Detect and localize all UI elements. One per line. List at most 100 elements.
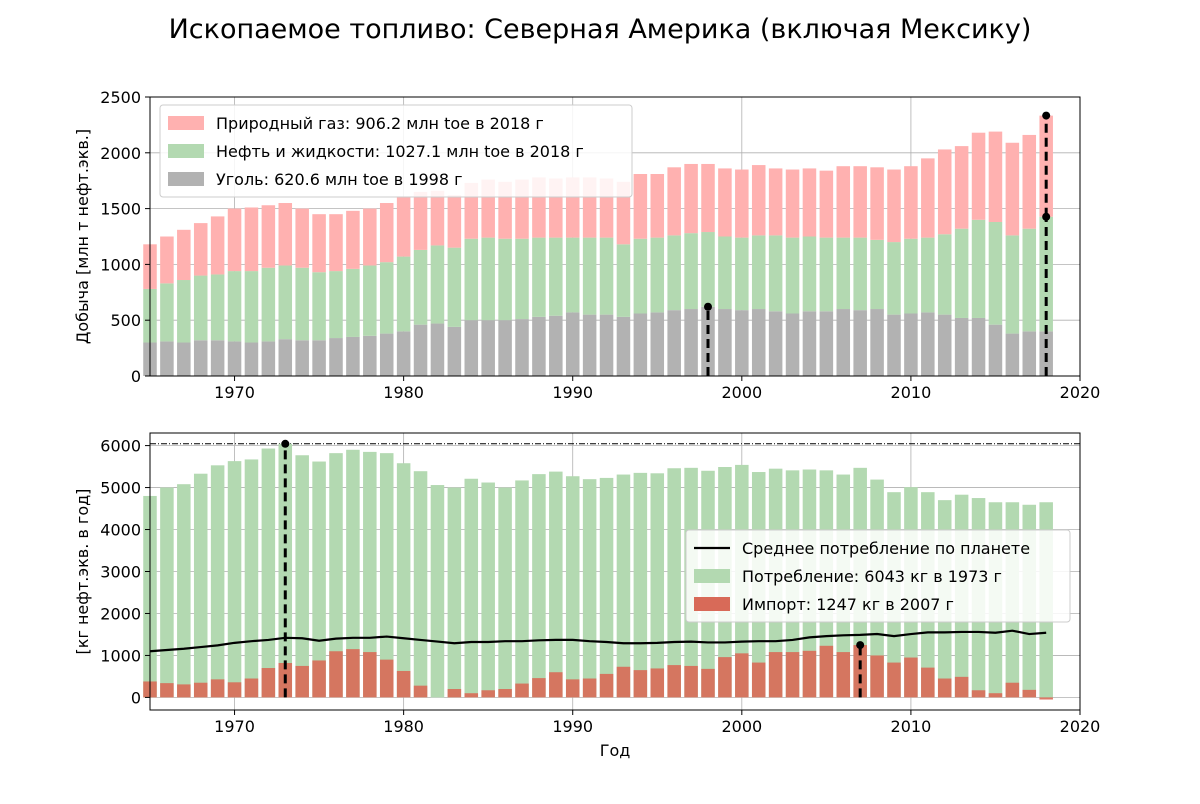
bar-2 xyxy=(887,662,901,698)
legend-label: Импорт: 1247 кг в 2007 г xyxy=(742,595,954,614)
bar-3 xyxy=(988,131,1003,222)
bar-1 xyxy=(751,309,766,376)
legend-label: Потребление: 6043 кг в 1973 г xyxy=(742,567,1002,586)
bar-2 xyxy=(396,256,411,332)
bar-2 xyxy=(481,690,495,698)
bar-1 xyxy=(532,474,546,698)
bar-2 xyxy=(836,652,851,698)
bar-2 xyxy=(751,235,766,310)
bar-1 xyxy=(278,339,293,376)
bar-3 xyxy=(853,166,867,238)
bar-3 xyxy=(684,163,698,234)
x-tick-label: 1990 xyxy=(552,717,593,736)
bar-2 xyxy=(244,271,259,343)
bar-1 xyxy=(177,484,191,698)
bar-2 xyxy=(177,684,191,698)
bar-2 xyxy=(481,237,495,321)
x-tick-label: 1990 xyxy=(552,383,593,402)
legend: Природный газ: 906.2 млн toe в 2018 г Неф… xyxy=(159,104,633,198)
bar-3 xyxy=(396,196,411,257)
bar-1 xyxy=(599,477,614,698)
bar-1 xyxy=(599,314,614,376)
y-axis-label: Добыча [млн т нефт.экв.] xyxy=(73,129,92,344)
marker-dot xyxy=(1042,212,1051,221)
bar-1 xyxy=(464,320,479,376)
bar-1 xyxy=(650,312,665,376)
bar-2 xyxy=(295,267,309,341)
y-tick-label: 0 xyxy=(131,688,141,707)
legend-swatch xyxy=(168,116,204,130)
bar-2 xyxy=(971,690,986,698)
bar-1 xyxy=(904,313,918,376)
bar-1 xyxy=(312,340,326,376)
bar-1 xyxy=(329,453,343,698)
x-tick-label: 1970 xyxy=(214,717,255,736)
bar-3 xyxy=(329,214,343,272)
bar-1 xyxy=(346,449,360,698)
bar-1 xyxy=(244,459,259,698)
bar-2 xyxy=(413,685,428,698)
bar-2 xyxy=(261,267,276,342)
bar-2 xyxy=(853,237,867,311)
bar-1 xyxy=(582,479,597,698)
bar-3 xyxy=(667,167,681,236)
bar-1 xyxy=(160,341,174,376)
x-tick-label: 2010 xyxy=(891,717,932,736)
bar-2 xyxy=(802,236,817,312)
bar-1 xyxy=(346,336,360,376)
bar-3 xyxy=(650,174,665,238)
bar-2 xyxy=(379,262,394,334)
y-tick-label: 500 xyxy=(110,311,141,330)
bar-2 xyxy=(735,653,749,698)
bar-2 xyxy=(464,238,479,321)
bar-2 xyxy=(464,693,479,698)
bar-1 xyxy=(396,463,411,698)
figure-title: Ископаемое топливо: Северная Америка (вк… xyxy=(169,14,1032,45)
bar-1 xyxy=(227,461,242,698)
bar-3 xyxy=(751,165,766,236)
bar-1 xyxy=(498,487,512,698)
bar-2 xyxy=(633,238,648,314)
bar-2 xyxy=(921,237,935,313)
bar-2 xyxy=(413,249,428,325)
bar-1 xyxy=(244,342,259,376)
bar-3 xyxy=(295,208,309,268)
bar-2 xyxy=(684,233,698,310)
bar-2 xyxy=(278,265,293,340)
bar-2 xyxy=(904,657,918,698)
bar-2 xyxy=(210,274,225,341)
bar-1 xyxy=(633,472,648,698)
legend-swatch xyxy=(168,144,204,158)
bar-2 xyxy=(616,244,631,317)
bar-2 xyxy=(312,272,326,341)
bar-2 xyxy=(244,678,259,698)
bar-1 xyxy=(616,474,631,698)
bar-1 xyxy=(836,309,851,376)
bar-2 xyxy=(549,237,563,316)
bar-3 xyxy=(701,163,715,233)
bar-2 xyxy=(819,645,834,698)
bar-3 xyxy=(193,223,208,276)
bar-2 xyxy=(785,652,800,698)
legend-box xyxy=(159,104,633,198)
bar-2 xyxy=(227,682,242,698)
bar-1 xyxy=(515,319,529,376)
y-tick-label: 4000 xyxy=(100,521,141,540)
bar-3 xyxy=(413,191,428,250)
bar-2 xyxy=(295,665,309,698)
marker-dot xyxy=(1042,111,1051,120)
x-tick-label: 2020 xyxy=(1060,717,1101,736)
bar-2 xyxy=(346,268,360,337)
bar-3 xyxy=(954,146,969,229)
legend-label: Среднее потребление по планете xyxy=(742,539,1030,558)
bar-2 xyxy=(616,666,631,698)
bar-2 xyxy=(1022,689,1037,698)
bar-2 xyxy=(447,689,462,698)
x-tick-label: 1980 xyxy=(383,717,424,736)
bar-2 xyxy=(650,668,665,698)
bar-3 xyxy=(1005,142,1020,236)
x-axis-label: Год xyxy=(600,741,631,760)
bar-1 xyxy=(684,309,698,376)
